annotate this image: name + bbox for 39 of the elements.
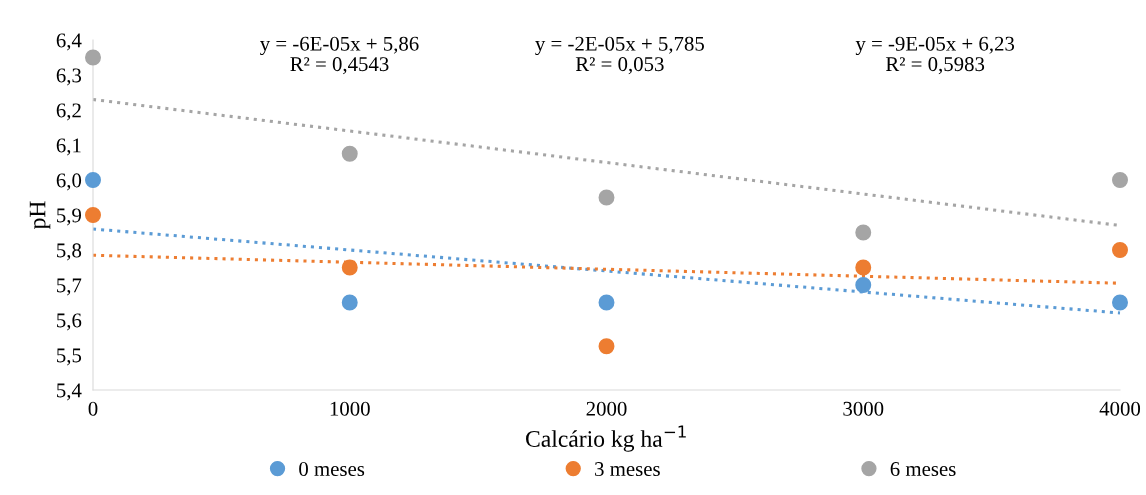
- point: [85, 172, 101, 188]
- y-tick-label: 5,4: [57, 383, 82, 401]
- y-tick-label: 5,5: [57, 348, 82, 366]
- legend-label: 6 meses: [890, 462, 956, 477]
- point: [1112, 294, 1128, 311]
- annotation: y = -2E-05x + 5,785 R² = 0,053: [535, 36, 704, 75]
- y-tick-label: 5,8: [57, 243, 82, 261]
- point: [341, 294, 358, 311]
- point: [341, 259, 358, 276]
- annotation: y = -9E-05x + 6,23 R² = 0,5983: [855, 36, 1015, 75]
- point: [85, 207, 101, 223]
- x-tick-label: 4000: [1099, 401, 1141, 416]
- y-tick-label: 5,6: [57, 313, 82, 331]
- y-axis-title: pH: [29, 201, 51, 230]
- x-axis-title: Calcário kg ha$^{−1}$: [526, 425, 686, 452]
- point: [1112, 242, 1128, 258]
- annotation: y = -6E-05x + 5,86 R² = 0,4543: [260, 36, 419, 75]
- y-tick-label: 6,4: [56, 33, 82, 51]
- point: [855, 259, 872, 276]
- y-tick-label: 5,9: [57, 208, 82, 226]
- point: [598, 189, 615, 206]
- y-tick-label: 6,0: [56, 173, 82, 191]
- legend-label: 0 meses: [299, 461, 365, 477]
- point: [85, 49, 101, 66]
- x-tick-label: 0: [88, 401, 98, 416]
- point: [598, 294, 615, 311]
- x-tick-label: 2000: [586, 401, 627, 416]
- x-tick-label: 3000: [843, 401, 884, 416]
- y-tick-label: 6,3: [56, 68, 82, 86]
- point: [855, 224, 872, 241]
- point: [1112, 172, 1128, 188]
- x-tick-label: 1000: [330, 401, 370, 416]
- point: [341, 145, 358, 162]
- y-tick-label: 5,7: [57, 278, 82, 296]
- legend-label: 3 meses: [595, 462, 660, 477]
- point: [598, 338, 615, 355]
- y-tick-label: 6,2: [56, 103, 81, 121]
- y-tick-label: 6,1: [56, 138, 81, 156]
- point: [855, 277, 872, 293]
